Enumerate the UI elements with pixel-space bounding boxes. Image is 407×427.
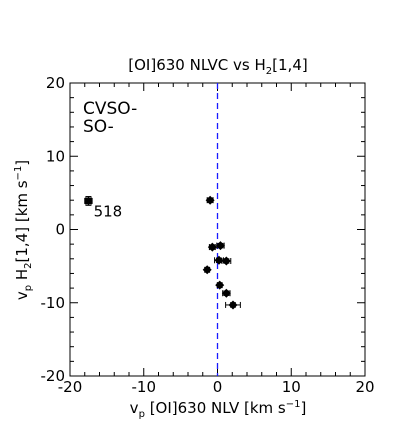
point-marker-diamond	[202, 265, 212, 275]
annotation-518: 518	[94, 202, 123, 220]
point-marker-diamond	[207, 242, 217, 252]
y-tick-label: 0	[55, 221, 65, 239]
legend-entry-so: SO-	[83, 117, 114, 137]
data-point	[221, 256, 232, 266]
y-axis-label: vp H2[1,4] [km s−1]	[13, 160, 34, 300]
point-marker-diamond	[228, 300, 238, 310]
x-tick-label: 10	[282, 378, 301, 396]
point-marker-diamond	[221, 288, 231, 298]
y-tick-label: -20	[41, 367, 66, 385]
point-marker-diamond	[215, 280, 225, 290]
data-point	[207, 242, 217, 252]
axis-tick-labels: -20 -10 0 10 20 -20 -10 0 10 20	[41, 74, 375, 396]
data-point	[84, 196, 93, 206]
data-points	[84, 195, 241, 310]
y-tick-label: 10	[46, 147, 65, 165]
x-tick-label: 0	[213, 378, 223, 396]
point-marker-diamond	[205, 195, 215, 205]
data-point	[215, 241, 225, 251]
data-point	[202, 265, 212, 275]
legend-entry-cvso: CVSO-	[83, 99, 137, 119]
x-axis-label: vp [OI]630 NLV [km s−1]	[130, 399, 307, 420]
data-point	[221, 288, 231, 298]
data-point	[225, 300, 241, 310]
x-tick-label: -20	[58, 378, 83, 396]
point-marker-diamond	[215, 241, 225, 251]
y-tick-label: -10	[41, 294, 66, 312]
chart-title: [OI]630 NLVC vs H2[1,4]	[128, 56, 307, 77]
data-point	[205, 195, 215, 205]
point-marker-diamond	[221, 256, 231, 266]
data-point	[215, 280, 225, 290]
x-tick-label: 20	[355, 378, 374, 396]
x-tick-label: -10	[132, 378, 157, 396]
point-marker-square	[84, 197, 92, 205]
y-tick-label: 20	[46, 74, 65, 92]
point-marker-diamond	[214, 255, 224, 265]
